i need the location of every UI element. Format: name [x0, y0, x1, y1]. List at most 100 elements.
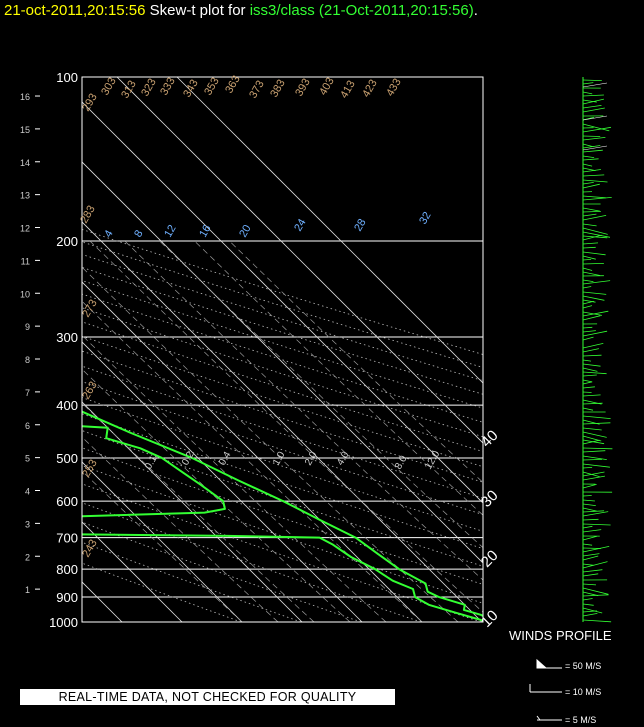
wind-barb [582, 427, 602, 431]
theta-label: 323 [139, 77, 159, 99]
wind-barb-white [582, 82, 608, 88]
theta-label: 413 [338, 79, 358, 101]
wind-barb [582, 598, 593, 601]
right-temp-label: 40 [478, 427, 502, 451]
wind-barb [582, 259, 592, 261]
wind-barb [582, 518, 599, 521]
isotherm-line [82, 221, 483, 622]
wind-barb [582, 587, 609, 595]
wind-barb [582, 158, 599, 161]
legend-50ms: = 50 M/S [565, 661, 602, 671]
theta-label: 263 [80, 380, 100, 402]
wind-barb [582, 330, 596, 333]
dry-adiabat [82, 447, 483, 585]
theta-label: 433 [384, 77, 404, 99]
isotherm-line [0, 77, 62, 622]
wind-barb [582, 251, 606, 256]
title-period: . [473, 2, 478, 19]
wind-barb [582, 326, 593, 329]
wind-barb [582, 197, 612, 201]
moist-adiabat [124, 240, 483, 581]
mixing-ratio-label: 12 [162, 223, 179, 240]
wind-barb [582, 471, 605, 477]
lower-mixing-label: 4.0 [335, 450, 352, 468]
theta-label: 293 [80, 92, 100, 114]
wind-barb [582, 343, 604, 349]
pressure-tick-label: 200 [56, 234, 78, 249]
theta-label: 253 [80, 458, 100, 480]
wind-barb [582, 263, 604, 265]
winds-profile-label: WINDS PROFILE [509, 628, 612, 643]
height-tick-label: 3 [25, 519, 30, 529]
mixing-ratio-label: 4 [102, 228, 115, 239]
theta-label: 243 [80, 538, 100, 560]
wind-barb [582, 463, 610, 468]
height-tick-label: 11 [21, 256, 30, 266]
height-tick-label: 10 [20, 289, 30, 299]
wind-barb [582, 394, 601, 397]
height-tick-label: 2 [25, 552, 30, 562]
wind-barb [582, 495, 592, 497]
wind-barb [582, 439, 600, 445]
height-tick-label: 16 [20, 92, 30, 102]
moist-adiabat [89, 240, 483, 613]
theta-label: 423 [360, 78, 380, 100]
wind-barb [582, 286, 592, 289]
mixing-ratio-label: 16 [197, 223, 214, 240]
height-tick-label: 13 [20, 191, 30, 201]
wind-barb [582, 155, 595, 158]
wind-barb [582, 359, 592, 362]
wind-barb [582, 374, 597, 377]
lower-mixing-label: 2.0 [303, 450, 320, 468]
height-tick-label: 8 [25, 355, 30, 365]
height-tick-label: 14 [20, 158, 30, 168]
dry-adiabat [82, 365, 483, 499]
dry-adiabat [82, 430, 483, 567]
legend-5ms-symbol [536, 715, 562, 721]
isotherm-line [82, 101, 483, 504]
wind-barb [582, 510, 605, 513]
wind-barb [582, 271, 601, 276]
wind-legend [529, 658, 562, 721]
wind-barb [582, 594, 609, 597]
wind-barb [582, 105, 602, 109]
dry-adiabat [82, 254, 483, 382]
isotherm-line [0, 77, 2, 622]
wind-barb [582, 94, 604, 97]
wind-barb [582, 242, 599, 245]
mixing-ratio-label: 32 [417, 210, 434, 227]
dry-adiabat [82, 350, 483, 483]
mixing-ratio-label: 8 [132, 228, 145, 239]
dry-adiabat [82, 293, 483, 423]
isotherm-line [82, 161, 483, 564]
wind-barb [582, 583, 597, 586]
wind-barb [582, 267, 593, 271]
dry-adiabat [82, 228, 483, 355]
isotherm-line [82, 521, 183, 622]
height-tick-label: 9 [25, 322, 30, 332]
pressure-tick-label: 600 [56, 494, 78, 509]
wind-barb [582, 367, 598, 372]
wind-barb [582, 182, 594, 185]
plot-frame [81, 76, 484, 623]
moist-adiabat [82, 436, 279, 622]
moist-adiabat [82, 334, 387, 622]
theta-label: 383 [268, 78, 288, 100]
wind-barb [582, 330, 608, 337]
dry-adiabat [82, 280, 483, 409]
mixing-ratio-label: 20 [237, 223, 254, 240]
dry-adiabat [82, 465, 483, 604]
theta-label: 303 [99, 76, 119, 98]
wind-barb [582, 211, 601, 213]
wind-barb [582, 255, 596, 260]
wind-barb [582, 563, 594, 566]
isotherm-line [82, 341, 363, 622]
wind-barb [582, 499, 595, 502]
lower-mixing-label: 0.2 [180, 450, 197, 468]
wind-barb [582, 407, 594, 411]
theta-label: 373 [247, 79, 267, 101]
title-datetime: 21-oct-2011,20:15:56 [4, 2, 146, 19]
height-tick-label: 12 [20, 224, 30, 234]
wind-barb [582, 215, 607, 221]
